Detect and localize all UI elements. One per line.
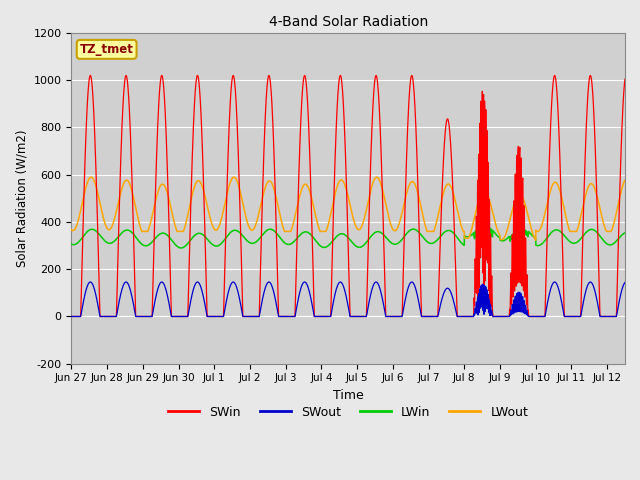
Title: 4-Band Solar Radiation: 4-Band Solar Radiation: [269, 15, 428, 29]
Y-axis label: Solar Radiation (W/m2): Solar Radiation (W/m2): [15, 130, 28, 267]
X-axis label: Time: Time: [333, 389, 364, 402]
Text: TZ_tmet: TZ_tmet: [80, 43, 134, 56]
Legend: SWin, SWout, LWin, LWout: SWin, SWout, LWin, LWout: [163, 401, 533, 424]
